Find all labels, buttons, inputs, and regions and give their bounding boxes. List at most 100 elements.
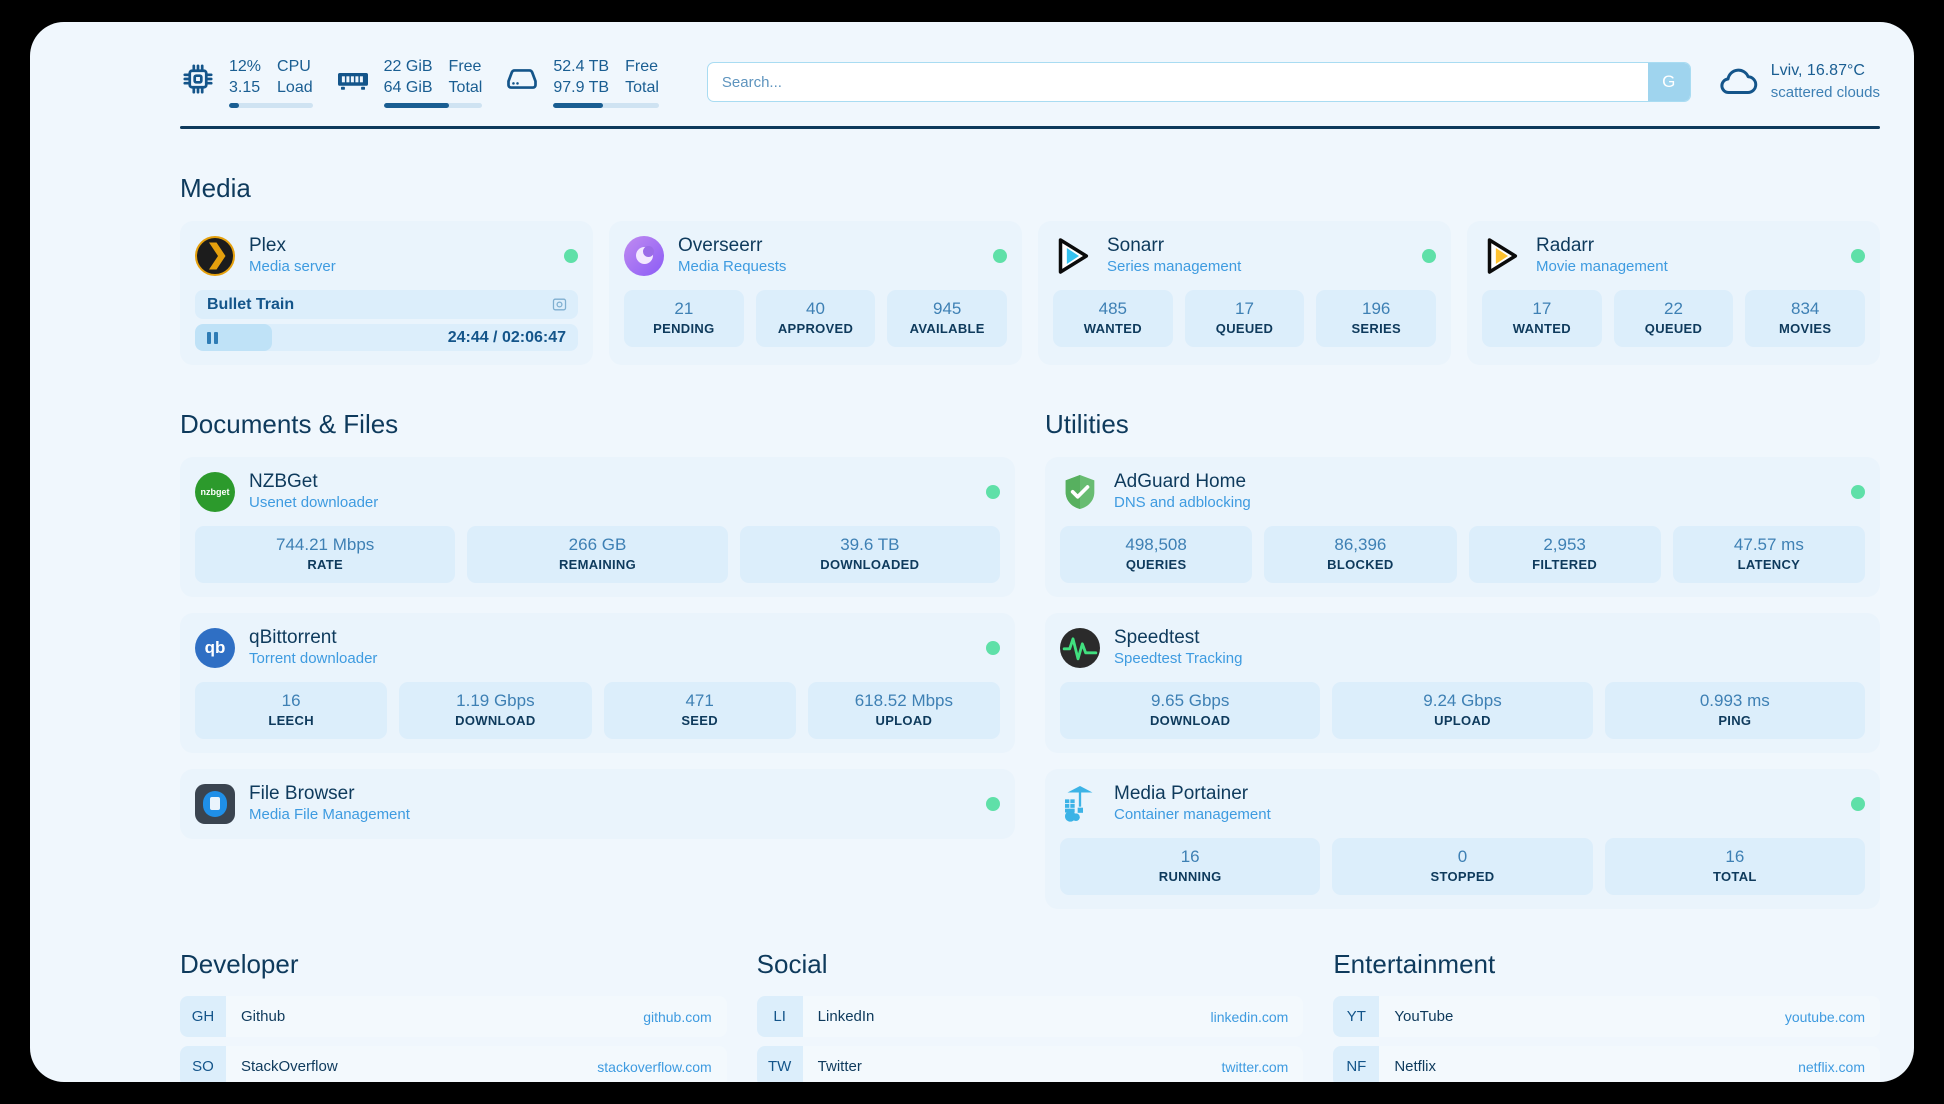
search-bar[interactable]: G [706, 62, 1691, 102]
documents-column: Documents & Files nzbget NZBGet Usenet dow… [180, 365, 1015, 909]
system-stat-cpu: 12% 3.15 CPU Load [180, 56, 313, 108]
stat-label: LATENCY [1737, 557, 1801, 572]
stat-tile-available[interactable]: 945 AVAILABLE [887, 290, 1008, 347]
bookmark-name: Netflix [1394, 1058, 1437, 1075]
system-stat-value-primary: 22 GiB [383, 58, 433, 75]
service-stats-row: 744.21 Mbps RATE 266 GB REMAINING 39.6 TB DOW… [195, 526, 1000, 583]
stat-value: 16 [1180, 847, 1200, 866]
bookmark-url: twitter.com [1221, 1058, 1289, 1075]
stat-value: 17 [1235, 299, 1254, 318]
stat-tile-wanted[interactable]: 17 WANTED [1482, 290, 1602, 347]
stat-value: 196 [1361, 299, 1391, 318]
system-stat-label-primary: Free [625, 58, 658, 75]
bookmark-link[interactable]: TW Twitter twitter.com [756, 1046, 1304, 1082]
service-name: NZBGet [249, 471, 318, 492]
service-card-header: nzbget NZBGet Usenet downloader [195, 470, 1000, 513]
bookmark-url: linkedin.com [1210, 1008, 1289, 1025]
bookmark-link[interactable]: SO StackOverflow stackoverflow.com [180, 1046, 727, 1082]
now-playing-progress-bar[interactable]: 24:44 / 02:06:47 [195, 324, 578, 351]
stat-value: 47.57 ms [1733, 535, 1804, 554]
stat-tile-seed[interactable]: 471 SEED [603, 682, 796, 739]
service-stats-row: 16 LEECH 1.19 Gbps DOWNLOAD 471 SEED 618.52 Mb… [195, 682, 1000, 739]
stat-tile-latency[interactable]: 47.57 ms LATENCY [1672, 526, 1865, 583]
service-description: Torrent downloader [249, 650, 378, 667]
stat-tile-running[interactable]: 16 RUNNING [1060, 838, 1321, 895]
status-indicator-online [1851, 484, 1865, 499]
service-card-header: AdGuard Home DNS and adblocking [1060, 470, 1865, 513]
stat-tile-rate[interactable]: 744.21 Mbps RATE [195, 526, 456, 583]
stat-tile-queued[interactable]: 17 QUEUED [1184, 290, 1305, 347]
bookmark-link[interactable]: NF Netflix netflix.com [1333, 1046, 1881, 1082]
service-card-adguard-home[interactable]: AdGuard Home DNS and adblocking 498,508 QUE… [1045, 457, 1880, 597]
system-stat-label-secondary: Total [625, 79, 659, 96]
service-card-title-block: Overseerr Media Requests [678, 234, 786, 277]
stat-label: WANTED [1512, 321, 1571, 336]
service-card-overseerr[interactable]: Overseerr Media Requests 21 PENDING 40 APPROV… [609, 221, 1022, 365]
system-stat-label-primary: CPU [277, 58, 311, 75]
stat-tile-downloaded[interactable]: 39.6 TB DOWNLOADED [739, 526, 1000, 583]
stat-value: 40 [806, 299, 825, 318]
service-card-radarr[interactable]: Radarr Movie management 17 WANTED 22 QUEUED 83… [1467, 221, 1880, 365]
service-card-nzbget[interactable]: nzbget NZBGet Usenet downloader 744.21 Mbps… [180, 457, 1015, 597]
service-card-title-block: Radarr Movie management [1536, 234, 1668, 277]
service-card-header: Speedtest Speedtest Tracking [1060, 626, 1865, 669]
service-card-sonarr[interactable]: Sonarr Series management 485 WANTED 17 QUEUED… [1038, 221, 1451, 365]
service-card-file-browser[interactable]: File Browser Media File Management [180, 769, 1015, 839]
stat-tile-total[interactable]: 16 TOTAL [1604, 838, 1865, 895]
stat-tile-download[interactable]: 1.19 Gbps DOWNLOAD [399, 682, 592, 739]
bookmark-link[interactable]: YT YouTube youtube.com [1333, 996, 1881, 1037]
stat-tile-remaining[interactable]: 266 GB REMAINING [467, 526, 728, 583]
stat-tile-upload[interactable]: 9.24 Gbps UPLOAD [1332, 682, 1593, 739]
service-name: Media Portainer [1114, 783, 1249, 804]
search-input[interactable] [707, 63, 1648, 101]
system-stat-disk: 52.4 TB 97.9 TB Free Total [504, 56, 659, 108]
stat-tile-queries[interactable]: 498,508 QUERIES [1060, 526, 1253, 583]
status-indicator-online [1422, 248, 1436, 263]
cast-icon[interactable] [551, 296, 568, 313]
service-card-qbittorrent[interactable]: qb qBittorrent Torrent downloader 16 LEECH 1.… [180, 613, 1015, 753]
service-card-plex[interactable]: Plex Media server Bullet Train 24:44 / 02:0… [180, 221, 593, 365]
stat-tile-pending[interactable]: 21 PENDING [624, 290, 744, 347]
stat-tile-ping[interactable]: 0.993 ms PING [1604, 682, 1865, 739]
stat-tile-wanted[interactable]: 485 WANTED [1053, 290, 1173, 347]
stat-value: 86,396 [1334, 535, 1387, 554]
stat-tile-movies[interactable]: 834 MOVIES [1745, 290, 1866, 347]
utilities-card-list: AdGuard Home DNS and adblocking 498,508 QUE… [1045, 457, 1880, 909]
stat-label: WANTED [1083, 321, 1142, 336]
stat-value: 22 [1664, 299, 1683, 318]
service-card-header: Plex Media server [195, 234, 578, 277]
stat-tile-series[interactable]: 196 SERIES [1316, 290, 1437, 347]
stat-tile-upload[interactable]: 618.52 Mbps UPLOAD [807, 682, 1000, 739]
stat-tile-approved[interactable]: 40 APPROVED [755, 290, 876, 347]
service-card-media-portainer[interactable]: Media Portainer Container management 16 RUN… [1045, 769, 1880, 909]
service-card-title-block: AdGuard Home DNS and adblocking [1114, 470, 1251, 513]
stat-tile-leech[interactable]: 16 LEECH [195, 682, 388, 739]
bookmark-group-title: Entertainment [1333, 949, 1496, 979]
bookmark-name: YouTube [1394, 1008, 1454, 1025]
stat-tile-queued[interactable]: 22 QUEUED [1613, 290, 1734, 347]
system-stat-ram: 22 GiB 64 GiB Free Total [335, 56, 483, 108]
pause-icon[interactable] [207, 331, 218, 344]
stat-tile-stopped[interactable]: 0 STOPPED [1332, 838, 1593, 895]
stat-label: PING [1718, 713, 1752, 728]
service-card-speedtest[interactable]: Speedtest Speedtest Tracking 9.65 Gbps DOWN… [1045, 613, 1880, 753]
stat-tile-blocked[interactable]: 86,396 BLOCKED [1264, 526, 1457, 583]
system-stat-readout: 12% 3.15 CPU Load [229, 56, 313, 108]
now-playing-timecode: 24:44 / 02:06:47 [447, 328, 566, 346]
stat-tile-filtered[interactable]: 2,953 FILTERED [1468, 526, 1661, 583]
service-name: Radarr [1536, 235, 1595, 256]
stat-tile-download[interactable]: 9.65 Gbps DOWNLOAD [1060, 682, 1321, 739]
stat-label: LEECH [268, 713, 314, 728]
service-card-title-block: Speedtest Speedtest Tracking [1114, 626, 1242, 669]
search-submit-button[interactable]: G [1647, 63, 1690, 101]
bookmark-link[interactable]: LI LinkedIn linkedin.com [756, 996, 1304, 1037]
status-indicator-online [986, 796, 1000, 811]
weather-widget[interactable]: Lviv, 16.87°C scattered clouds [1717, 60, 1880, 104]
filebrowser-icon [195, 783, 235, 824]
bookmark-link[interactable]: GH Github github.com [180, 996, 727, 1037]
sonarr-icon [1053, 236, 1093, 276]
documents-card-list: nzbget NZBGet Usenet downloader 744.21 Mbps… [180, 457, 1015, 839]
service-card-title-block: Plex Media server [249, 234, 336, 277]
qbittorrent-icon: qb [195, 627, 235, 668]
stat-value: 0 [1457, 847, 1468, 866]
